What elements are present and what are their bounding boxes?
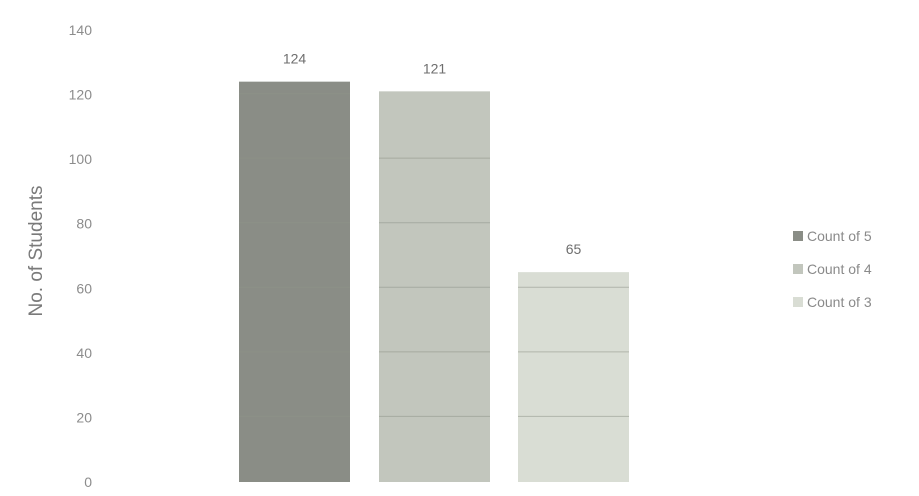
y-axis-title: No. of Students [26, 186, 47, 317]
legend-swatch [793, 297, 803, 307]
data-label: 65 [566, 241, 582, 257]
y-tick-label: 120 [69, 87, 93, 103]
legend: Count of 5 Count of 4 Count of 3 [793, 228, 872, 310]
bar-count-of-5 [239, 81, 350, 483]
data-label: 124 [283, 51, 307, 67]
bar-count-of-3 [518, 272, 629, 482]
y-tick-label: 80 [76, 216, 92, 232]
bars-group [239, 81, 629, 483]
y-tick-label: 140 [69, 22, 93, 38]
legend-swatch [793, 231, 803, 241]
y-tick-label: 0 [84, 474, 92, 490]
data-labels-group: 124 121 65 [283, 51, 582, 257]
data-label: 121 [423, 60, 447, 76]
y-tick-label: 40 [76, 345, 92, 361]
legend-label: Count of 5 [807, 228, 872, 244]
legend-label: Count of 3 [807, 294, 872, 310]
y-axis-ticks: 0 20 40 60 80 100 120 140 [69, 22, 93, 490]
legend-label: Count of 4 [807, 261, 872, 277]
bar-count-of-4 [379, 91, 490, 482]
legend-swatch [793, 264, 803, 274]
y-tick-label: 100 [69, 151, 93, 167]
y-tick-label: 20 [76, 409, 92, 425]
y-tick-label: 60 [76, 280, 92, 296]
